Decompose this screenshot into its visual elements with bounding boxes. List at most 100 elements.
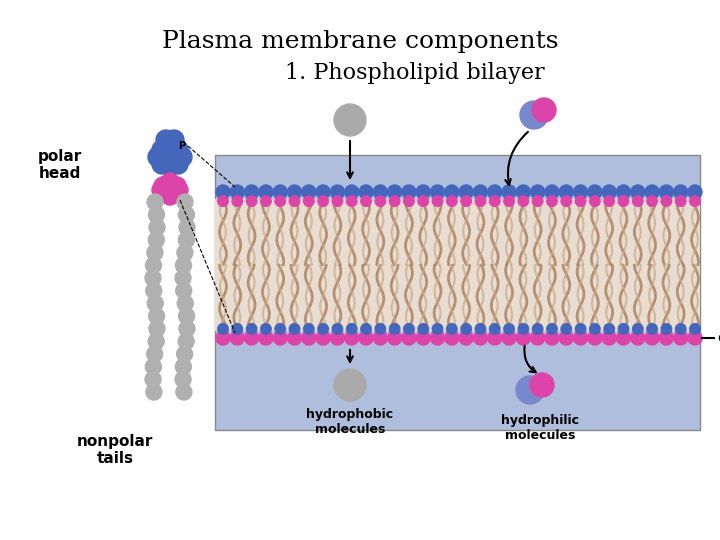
Circle shape bbox=[177, 245, 193, 261]
Circle shape bbox=[459, 331, 473, 345]
Circle shape bbox=[302, 331, 316, 345]
Circle shape bbox=[330, 331, 344, 345]
Circle shape bbox=[149, 321, 165, 336]
Circle shape bbox=[289, 196, 300, 206]
Circle shape bbox=[574, 331, 588, 345]
Circle shape bbox=[446, 323, 457, 334]
Circle shape bbox=[287, 185, 302, 199]
Circle shape bbox=[359, 185, 373, 199]
Circle shape bbox=[246, 196, 257, 206]
Circle shape bbox=[178, 333, 194, 349]
Circle shape bbox=[504, 323, 514, 334]
Circle shape bbox=[145, 282, 162, 299]
Circle shape bbox=[633, 196, 643, 206]
Circle shape bbox=[216, 331, 230, 345]
Circle shape bbox=[148, 147, 168, 167]
Circle shape bbox=[154, 177, 172, 195]
Text: cytosol: cytosol bbox=[717, 331, 720, 345]
Circle shape bbox=[318, 323, 328, 334]
Circle shape bbox=[346, 196, 357, 206]
Circle shape bbox=[660, 331, 673, 345]
Circle shape bbox=[361, 196, 372, 206]
Circle shape bbox=[647, 196, 657, 206]
Circle shape bbox=[217, 323, 228, 334]
Circle shape bbox=[160, 144, 180, 164]
Circle shape bbox=[148, 207, 164, 222]
Circle shape bbox=[148, 333, 164, 349]
Text: P: P bbox=[179, 141, 186, 151]
Circle shape bbox=[404, 323, 414, 334]
Circle shape bbox=[160, 154, 180, 174]
Circle shape bbox=[474, 331, 487, 345]
Circle shape bbox=[631, 185, 645, 199]
Circle shape bbox=[532, 98, 556, 122]
Circle shape bbox=[502, 185, 516, 199]
FancyBboxPatch shape bbox=[215, 199, 700, 331]
Circle shape bbox=[575, 196, 586, 206]
Circle shape bbox=[618, 196, 629, 206]
Text: nonpolar
tails: nonpolar tails bbox=[77, 434, 153, 466]
Circle shape bbox=[631, 331, 645, 345]
Circle shape bbox=[176, 384, 192, 400]
Circle shape bbox=[516, 185, 531, 199]
Circle shape bbox=[590, 323, 600, 334]
Circle shape bbox=[461, 323, 472, 334]
Circle shape bbox=[145, 270, 161, 286]
Circle shape bbox=[217, 196, 228, 206]
Circle shape bbox=[446, 196, 457, 206]
Circle shape bbox=[545, 185, 559, 199]
Circle shape bbox=[161, 187, 179, 205]
Circle shape bbox=[332, 323, 343, 334]
Circle shape bbox=[345, 185, 359, 199]
Circle shape bbox=[334, 104, 366, 136]
Circle shape bbox=[170, 181, 188, 199]
Circle shape bbox=[232, 196, 243, 206]
Circle shape bbox=[674, 331, 688, 345]
Circle shape bbox=[316, 185, 330, 199]
Circle shape bbox=[289, 323, 300, 334]
Circle shape bbox=[690, 196, 701, 206]
Circle shape bbox=[532, 196, 543, 206]
Circle shape bbox=[273, 331, 287, 345]
Circle shape bbox=[416, 331, 431, 345]
Circle shape bbox=[431, 185, 444, 199]
Circle shape bbox=[531, 185, 544, 199]
Circle shape bbox=[345, 331, 359, 345]
Circle shape bbox=[520, 101, 548, 129]
Circle shape bbox=[152, 140, 172, 160]
Circle shape bbox=[390, 196, 400, 206]
Circle shape bbox=[375, 196, 386, 206]
Circle shape bbox=[602, 185, 616, 199]
Circle shape bbox=[147, 346, 163, 362]
Circle shape bbox=[416, 185, 431, 199]
Circle shape bbox=[402, 185, 416, 199]
Circle shape bbox=[261, 323, 271, 334]
Circle shape bbox=[334, 369, 366, 401]
Circle shape bbox=[660, 185, 673, 199]
Circle shape bbox=[487, 331, 502, 345]
Circle shape bbox=[604, 323, 614, 334]
Circle shape bbox=[259, 331, 273, 345]
Circle shape bbox=[675, 196, 686, 206]
Circle shape bbox=[559, 331, 573, 345]
Circle shape bbox=[575, 323, 586, 334]
Circle shape bbox=[675, 323, 686, 334]
Circle shape bbox=[432, 323, 443, 334]
Circle shape bbox=[688, 185, 702, 199]
Circle shape bbox=[148, 308, 165, 324]
Circle shape bbox=[152, 181, 170, 199]
Circle shape bbox=[361, 323, 372, 334]
FancyBboxPatch shape bbox=[215, 155, 700, 430]
Circle shape bbox=[530, 373, 554, 397]
Circle shape bbox=[474, 185, 487, 199]
Circle shape bbox=[616, 185, 631, 199]
Circle shape bbox=[273, 185, 287, 199]
Circle shape bbox=[152, 154, 172, 174]
Circle shape bbox=[172, 147, 192, 167]
Circle shape bbox=[461, 196, 472, 206]
Text: hydrophilic
molecules: hydrophilic molecules bbox=[501, 414, 579, 442]
Circle shape bbox=[246, 323, 257, 334]
Circle shape bbox=[545, 331, 559, 345]
Circle shape bbox=[145, 372, 161, 387]
Circle shape bbox=[156, 130, 176, 150]
